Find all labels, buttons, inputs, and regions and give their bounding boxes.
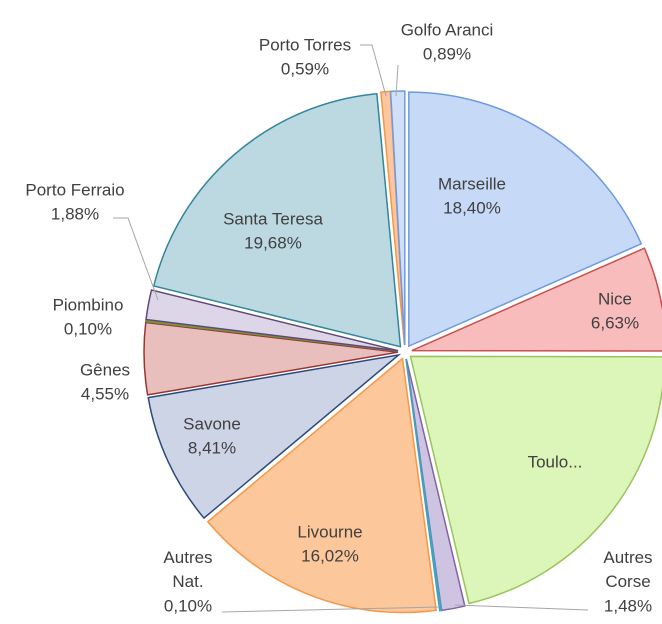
category-label: Gênes (80, 360, 130, 379)
pie-slice (152, 92, 402, 348)
value-label: 1,48% (604, 596, 652, 615)
category-label: Toulo... (528, 452, 583, 471)
pie-slice (405, 358, 443, 612)
pie-slice (147, 353, 402, 520)
data-label: Porto Ferraio 1,88% (25, 180, 124, 223)
category-label: Porto Torres (259, 35, 351, 54)
value-label: 4,55% (81, 384, 129, 403)
leader-line (395, 64, 399, 97)
data-label: Autres Corse 1,48% (603, 548, 652, 615)
value-label: 6,63% (591, 313, 639, 332)
category-label: Autres Nat. (163, 548, 212, 591)
leader-line (360, 44, 387, 97)
leader-line (454, 604, 589, 611)
data-label: Gênes 4,55% (80, 360, 130, 403)
category-label-line: Autres (163, 548, 212, 567)
data-label: Livourne 16,02% (297, 522, 362, 565)
category-label: Piombino (53, 295, 124, 314)
data-label: Piombino 0,10% (53, 295, 124, 338)
pie-slice (206, 357, 438, 614)
category-label: Autres Corse (603, 548, 652, 591)
category-label-line: Nat. (172, 572, 203, 591)
leader-line (113, 217, 159, 301)
pie-slice (145, 289, 399, 352)
value-label: 0,89% (423, 44, 471, 63)
category-label: Nice (598, 289, 632, 308)
leader-line (221, 606, 439, 613)
pie-slice (411, 247, 662, 352)
category-label-line: Corse (605, 572, 650, 591)
value-label: 18,40% (443, 198, 501, 217)
data-label: Toulo... (528, 452, 583, 471)
category-label: Santa Teresa (223, 209, 323, 228)
category-label-line: Autres (603, 548, 652, 567)
category-label: Golfo Aranci (401, 20, 494, 39)
data-label: Santa Teresa 19,68% (223, 209, 323, 252)
pie-slice (143, 321, 399, 396)
data-label: Golfo Aranci 0,89% (401, 20, 494, 63)
data-label: Nice 6,63% (591, 289, 639, 332)
pie-slice (409, 355, 662, 605)
value-label: 0,10% (164, 596, 212, 615)
pie-slice (389, 90, 406, 346)
category-label: Porto Ferraio (25, 180, 124, 199)
value-label: 0,59% (281, 59, 329, 78)
data-label: Savone 8,41% (183, 414, 241, 457)
value-label: 16,02% (301, 546, 359, 565)
data-label: Marseille 18,40% (438, 174, 506, 217)
category-label: Livourne (297, 522, 362, 541)
value-label: 19,68% (244, 233, 302, 252)
value-label: 8,41% (188, 438, 236, 457)
value-label: 0,10% (64, 319, 112, 338)
category-label: Marseille (438, 174, 506, 193)
value-label: 1,88% (51, 204, 99, 223)
data-label: Autres Nat. 0,10% (163, 548, 212, 615)
category-label: Savone (183, 414, 241, 433)
data-label: Porto Torres 0,59% (259, 35, 351, 78)
pie-slice (408, 91, 643, 348)
